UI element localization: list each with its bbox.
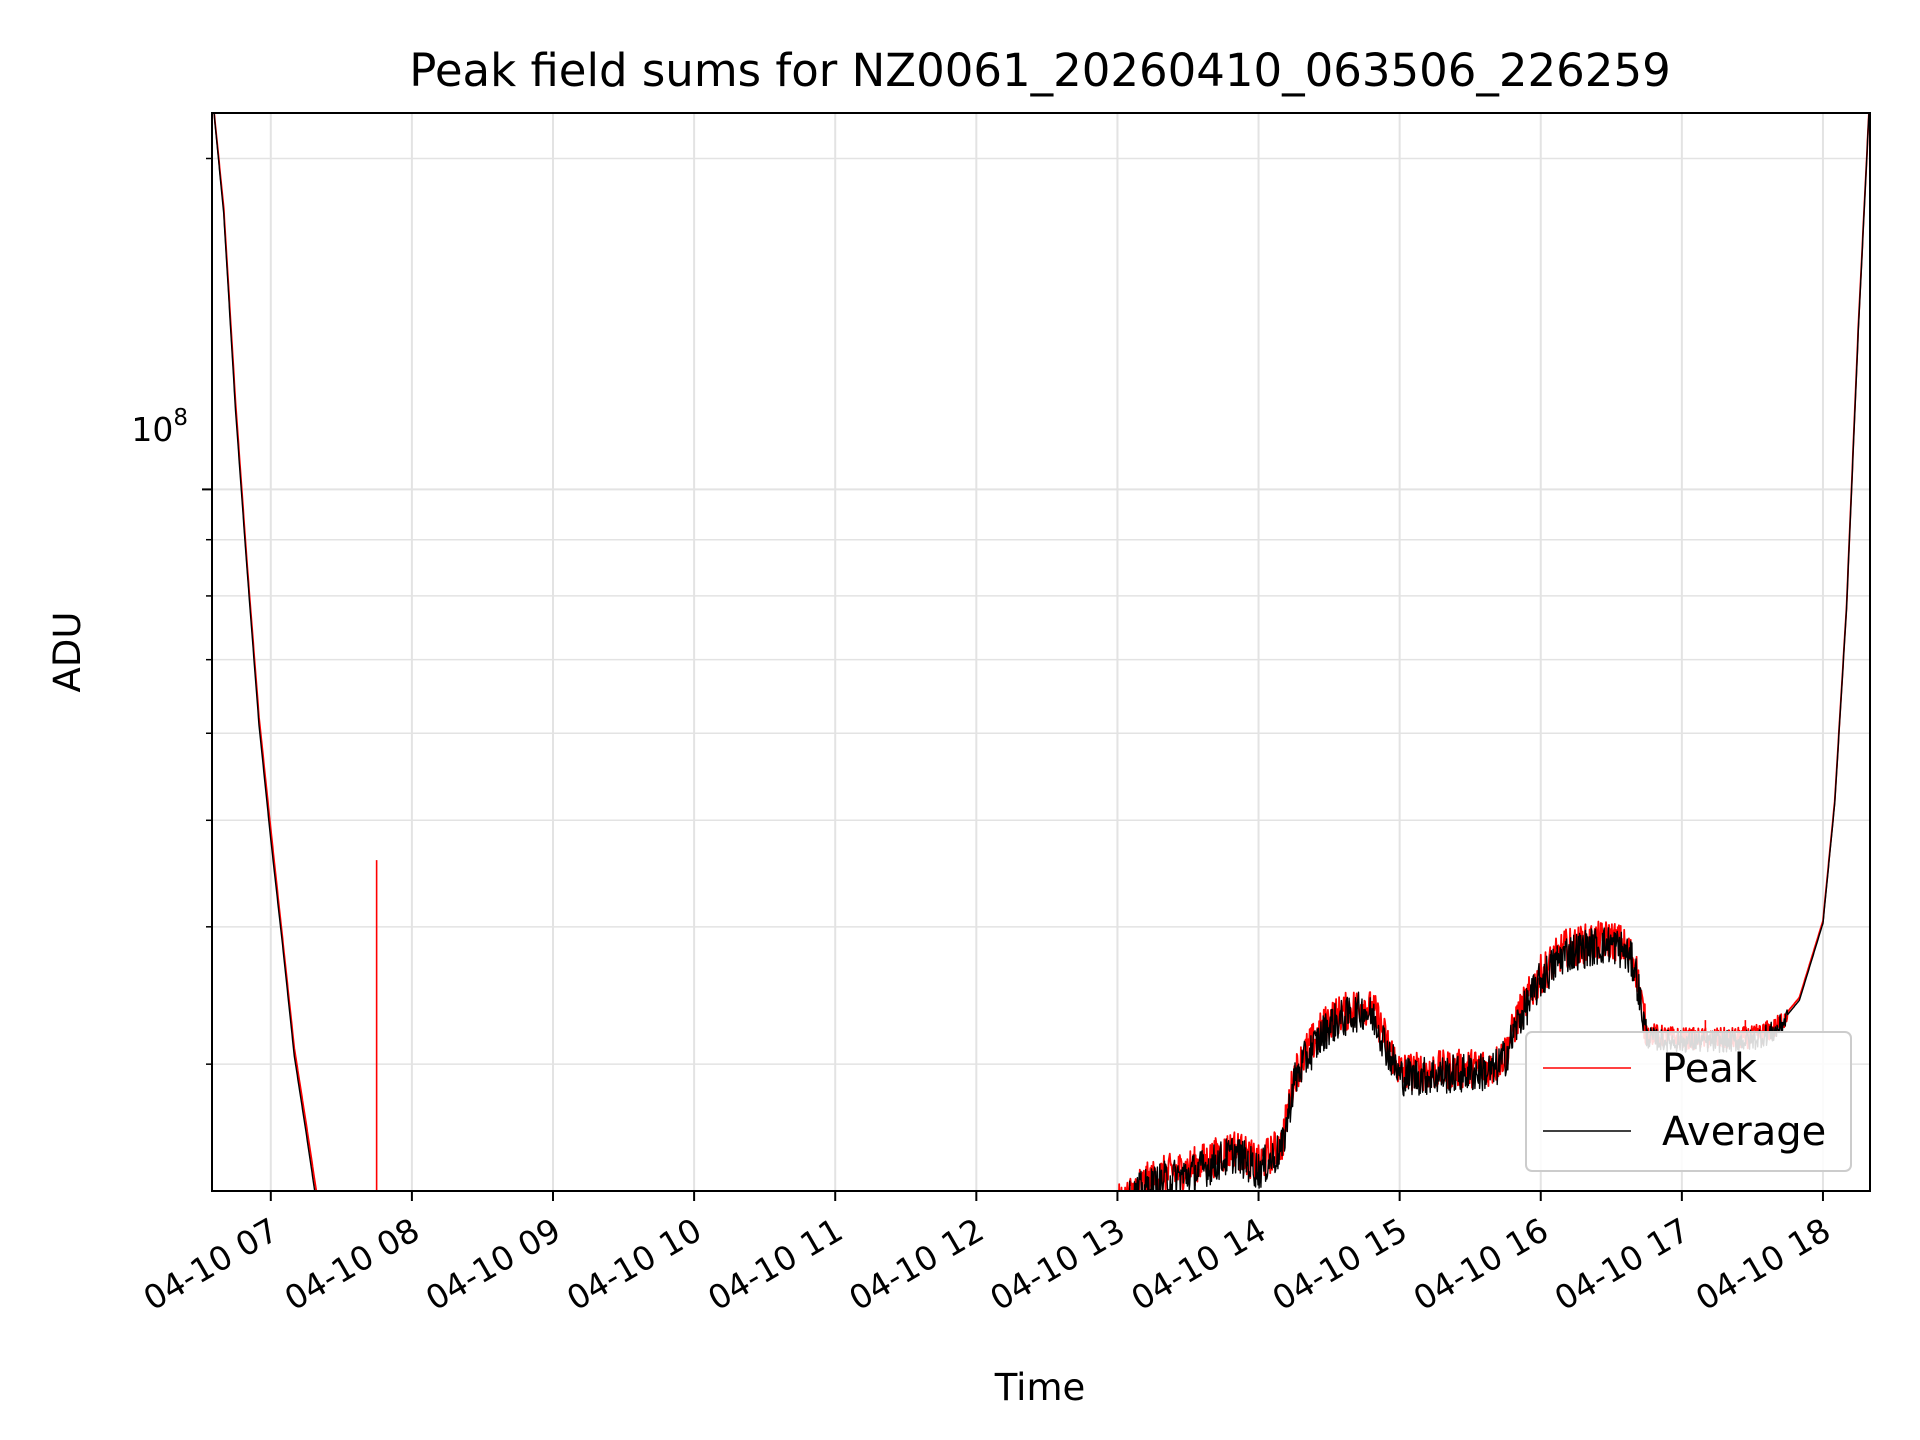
y-tick-label: 108 [131,405,188,449]
y-axis [202,157,212,1065]
plot-frame [211,112,1871,1192]
legend-box [1525,1031,1852,1172]
y-axis-label: ADU [46,612,89,693]
chart-title: Peak field sums for NZ0061_20260410_0635… [409,44,1670,97]
legend-label-peak: Peak [1662,1046,1758,1092]
grid [212,113,1870,1191]
series-line-average [213,113,1870,1191]
legend: Peak Average [1525,1031,1852,1172]
x-axis-label: Time [994,1366,1086,1409]
legend-label-average: Average [1662,1109,1826,1155]
